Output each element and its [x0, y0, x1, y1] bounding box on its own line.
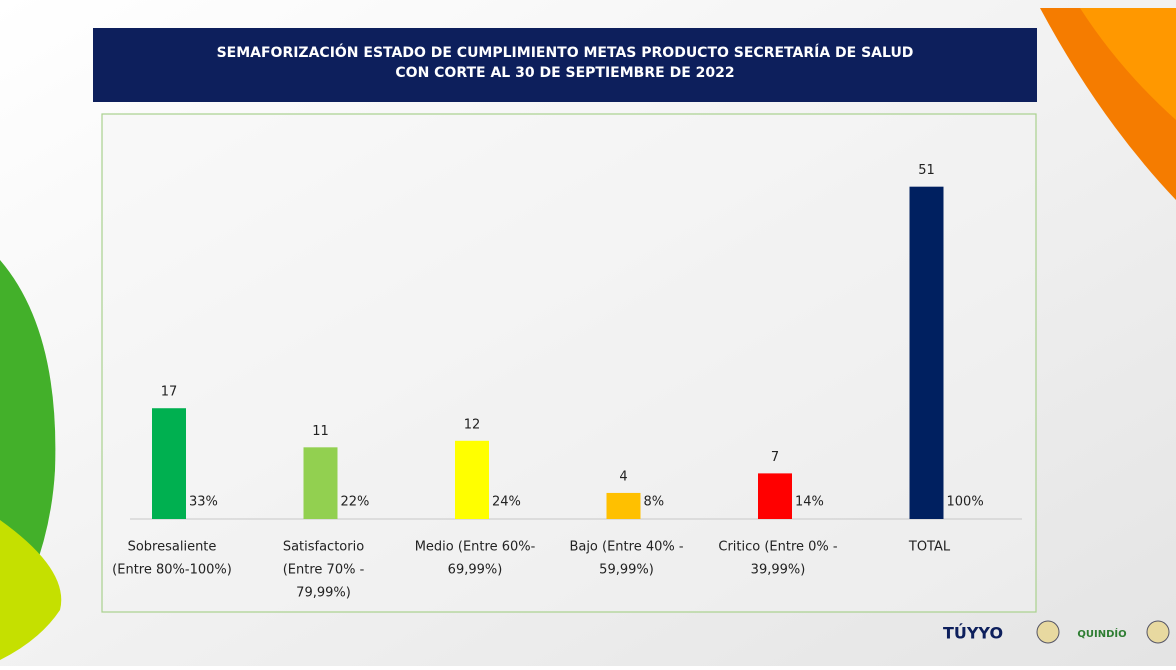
- bar: [455, 440, 489, 519]
- category-label: (Entre 70% -: [283, 563, 365, 578]
- value-label: 7: [771, 450, 779, 465]
- category-label: 39,99%): [751, 563, 806, 578]
- category-label: Medio (Entre 60%-: [415, 540, 536, 555]
- bar: [152, 408, 186, 519]
- value-label: 11: [312, 424, 329, 439]
- value-label: 4: [619, 469, 627, 484]
- bar: [606, 492, 641, 519]
- category-label: Bajo (Entre 40% -: [569, 540, 683, 555]
- category-label: 79,99%): [296, 586, 351, 601]
- percent-label: 14%: [795, 495, 824, 510]
- plot-area: [101, 113, 1037, 613]
- logo: QUINDÍO: [1077, 627, 1126, 640]
- percent-label: 8%: [644, 495, 665, 510]
- value-label: 51: [918, 163, 935, 178]
- category-label: Critico (Entre 0% -: [718, 540, 838, 555]
- value-label: 17: [161, 385, 178, 400]
- bar: [303, 447, 338, 519]
- title-box: [93, 28, 1037, 102]
- bar: [909, 186, 944, 519]
- category-label: Sobresaliente: [128, 540, 217, 555]
- category-label: 69,99%): [448, 563, 503, 578]
- percent-label: 24%: [492, 495, 521, 510]
- percent-label: 100%: [947, 495, 984, 510]
- decor-yellow-green: [0, 520, 62, 660]
- value-label: 12: [464, 417, 481, 432]
- logo-seal: [1036, 620, 1060, 644]
- category-label: 59,99%): [599, 563, 654, 578]
- category-label: TOTAL: [908, 540, 951, 555]
- logo: TÚYYO: [943, 624, 1003, 643]
- percent-label: 33%: [189, 495, 218, 510]
- category-label: Satisfactorio: [283, 540, 364, 555]
- bar: [758, 473, 792, 519]
- percent-label: 22%: [341, 495, 370, 510]
- category-label: (Entre 80%-100%): [112, 563, 232, 578]
- title-line: CON CORTE AL 30 DE SEPTIEMBRE DE 2022: [395, 65, 734, 81]
- decor-orange-light: [1080, 8, 1176, 120]
- logo-seal: [1146, 620, 1170, 644]
- title-line: SEMAFORIZACIÓN ESTADO DE CUMPLIMIENTO ME…: [217, 43, 914, 61]
